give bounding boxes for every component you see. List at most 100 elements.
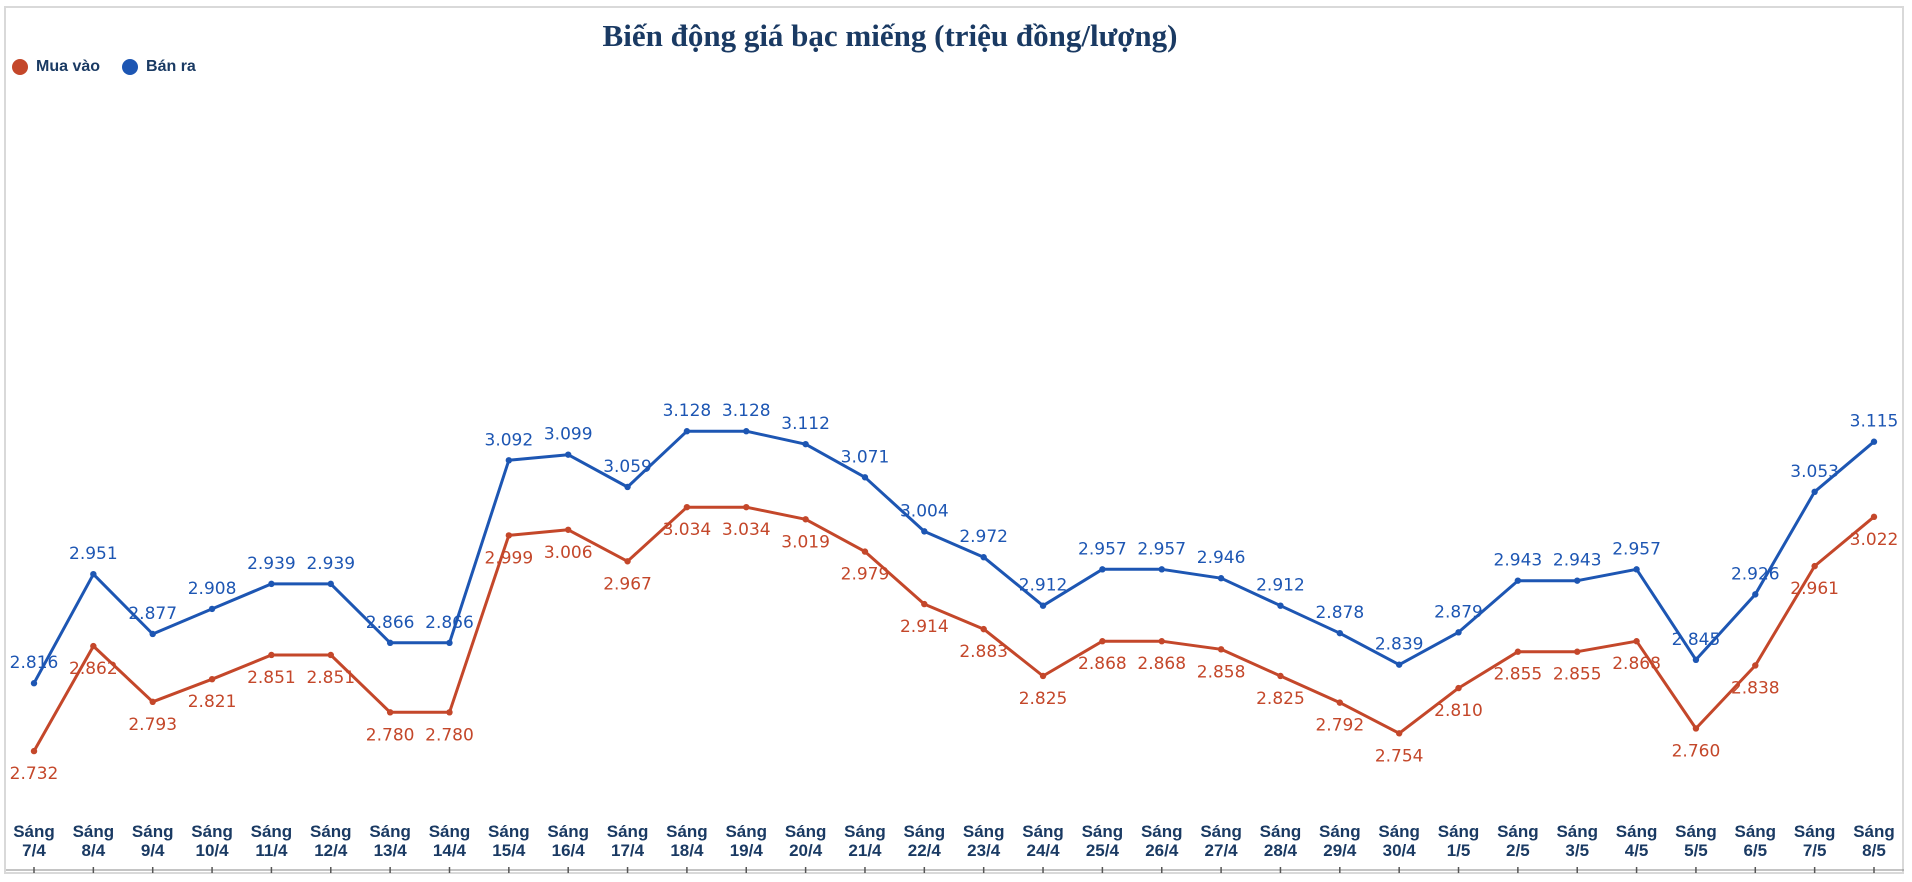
- data-label-ban-ra: 3.099: [544, 425, 593, 445]
- data-label-ban-ra: 2.912: [1019, 576, 1068, 596]
- data-point-ban-ra[interactable]: [1099, 566, 1106, 573]
- data-point-ban-ra[interactable]: [149, 630, 156, 638]
- category-label-line1: Sáng: [1378, 822, 1420, 841]
- data-point-mua-vao[interactable]: [1574, 648, 1581, 655]
- data-point-ban-ra[interactable]: [1217, 575, 1225, 582]
- data-point-ban-ra[interactable]: [683, 428, 691, 435]
- data-label-ban-ra: 2.926: [1731, 564, 1780, 584]
- data-point-ban-ra[interactable]: [861, 474, 869, 481]
- data-label-mua-vao: 2.862: [69, 659, 118, 679]
- data-label-mua-vao: 2.851: [306, 668, 355, 688]
- category-label-line2: 8/4: [82, 841, 106, 860]
- data-point-mua-vao[interactable]: [90, 642, 97, 650]
- data-point-mua-vao[interactable]: [1099, 638, 1106, 645]
- data-point-ban-ra[interactable]: [1574, 577, 1581, 584]
- data-label-mua-vao: 2.999: [485, 548, 534, 568]
- data-point-ban-ra[interactable]: [1633, 566, 1640, 573]
- data-point-ban-ra[interactable]: [1811, 488, 1818, 496]
- data-point-mua-vao[interactable]: [446, 709, 453, 716]
- category-label-line1: Sáng: [488, 822, 530, 841]
- category-label-line2: 11/4: [255, 841, 288, 860]
- data-point-ban-ra[interactable]: [208, 605, 216, 613]
- data-point-ban-ra[interactable]: [980, 554, 987, 561]
- data-point-ban-ra[interactable]: [1455, 629, 1462, 636]
- data-label-ban-ra: 2.845: [1672, 630, 1721, 650]
- data-point-ban-ra[interactable]: [921, 528, 928, 535]
- data-label-mua-vao: 2.810: [1434, 701, 1483, 721]
- data-label-ban-ra: 2.866: [425, 613, 474, 633]
- data-point-ban-ra[interactable]: [564, 451, 572, 458]
- data-point-mua-vao[interactable]: [268, 651, 275, 659]
- legend: Mua vào Bán ra: [12, 58, 218, 76]
- data-label-mua-vao: 2.868: [1078, 654, 1127, 674]
- data-point-ban-ra[interactable]: [802, 440, 809, 448]
- data-point-mua-vao[interactable]: [1692, 725, 1700, 732]
- legend-label-ban-ra: Bán ra: [146, 58, 196, 75]
- data-point-mua-vao[interactable]: [1514, 648, 1522, 655]
- data-point-ban-ra[interactable]: [386, 639, 394, 647]
- category-label-line1: Sáng: [369, 822, 411, 841]
- data-point-mua-vao[interactable]: [327, 651, 334, 659]
- data-point-mua-vao[interactable]: [1752, 662, 1759, 669]
- data-label-ban-ra: 3.128: [722, 401, 771, 421]
- series-points: [30, 428, 1878, 755]
- data-point-mua-vao[interactable]: [1336, 699, 1344, 706]
- category-label-line1: Sáng: [310, 822, 352, 841]
- data-point-mua-vao[interactable]: [1217, 646, 1225, 653]
- data-point-mua-vao[interactable]: [1870, 513, 1878, 521]
- data-label-ban-ra: 2.972: [959, 527, 1008, 547]
- data-label-ban-ra: 2.939: [306, 554, 355, 574]
- category-label-line1: Sáng: [1675, 822, 1717, 841]
- data-point-mua-vao[interactable]: [683, 503, 691, 511]
- data-point-ban-ra[interactable]: [90, 570, 97, 578]
- data-point-ban-ra[interactable]: [1514, 577, 1522, 584]
- data-point-mua-vao[interactable]: [921, 600, 928, 608]
- data-label-mua-vao: 2.851: [247, 668, 296, 688]
- data-point-mua-vao[interactable]: [1158, 638, 1165, 645]
- data-point-mua-vao[interactable]: [386, 709, 394, 716]
- data-point-mua-vao[interactable]: [564, 526, 572, 533]
- data-point-ban-ra[interactable]: [446, 639, 453, 647]
- data-point-mua-vao[interactable]: [1277, 672, 1284, 680]
- data-label-mua-vao: 2.793: [128, 715, 177, 735]
- data-point-mua-vao[interactable]: [802, 516, 809, 523]
- data-point-ban-ra[interactable]: [1692, 656, 1700, 664]
- data-point-ban-ra[interactable]: [327, 580, 334, 588]
- data-point-ban-ra[interactable]: [1395, 661, 1403, 668]
- data-point-mua-vao[interactable]: [505, 532, 513, 539]
- data-point-mua-vao[interactable]: [1455, 684, 1462, 692]
- data-point-mua-vao[interactable]: [743, 503, 750, 511]
- data-point-mua-vao[interactable]: [1039, 672, 1047, 680]
- data-point-mua-vao[interactable]: [980, 625, 987, 633]
- data-label-mua-vao: 2.838: [1731, 678, 1780, 698]
- data-point-ban-ra[interactable]: [1870, 438, 1878, 445]
- data-point-ban-ra[interactable]: [30, 680, 38, 687]
- legend-item-ban-ra[interactable]: Bán ra: [122, 58, 196, 76]
- data-point-ban-ra[interactable]: [624, 483, 631, 491]
- category-label-line1: Sáng: [13, 822, 55, 841]
- data-point-mua-vao[interactable]: [861, 548, 869, 555]
- data-point-ban-ra[interactable]: [268, 580, 275, 588]
- data-label-ban-ra: 2.943: [1553, 551, 1602, 571]
- data-point-mua-vao[interactable]: [30, 747, 38, 755]
- legend-item-mua-vao[interactable]: Mua vào: [12, 58, 100, 76]
- data-point-ban-ra[interactable]: [743, 428, 750, 435]
- data-point-mua-vao[interactable]: [208, 675, 216, 683]
- data-point-mua-vao[interactable]: [149, 698, 156, 706]
- data-label-mua-vao: 2.732: [10, 764, 59, 784]
- data-point-ban-ra[interactable]: [1277, 602, 1284, 609]
- legend-label-mua-vao: Mua vào: [36, 58, 101, 75]
- category-label-line2: 25/4: [1086, 841, 1120, 860]
- data-point-mua-vao[interactable]: [1811, 562, 1818, 570]
- data-point-ban-ra[interactable]: [1158, 566, 1165, 573]
- category-label-line1: Sáng: [1735, 822, 1777, 841]
- data-point-mua-vao[interactable]: [1395, 730, 1403, 737]
- category-label-line1: Sáng: [1141, 822, 1183, 841]
- data-point-ban-ra[interactable]: [505, 457, 513, 464]
- data-point-mua-vao[interactable]: [624, 558, 631, 565]
- data-point-ban-ra[interactable]: [1752, 591, 1759, 598]
- data-point-ban-ra[interactable]: [1336, 629, 1344, 637]
- category-label-line2: 30/4: [1383, 841, 1417, 860]
- data-point-mua-vao[interactable]: [1633, 638, 1640, 645]
- data-point-ban-ra[interactable]: [1039, 602, 1047, 609]
